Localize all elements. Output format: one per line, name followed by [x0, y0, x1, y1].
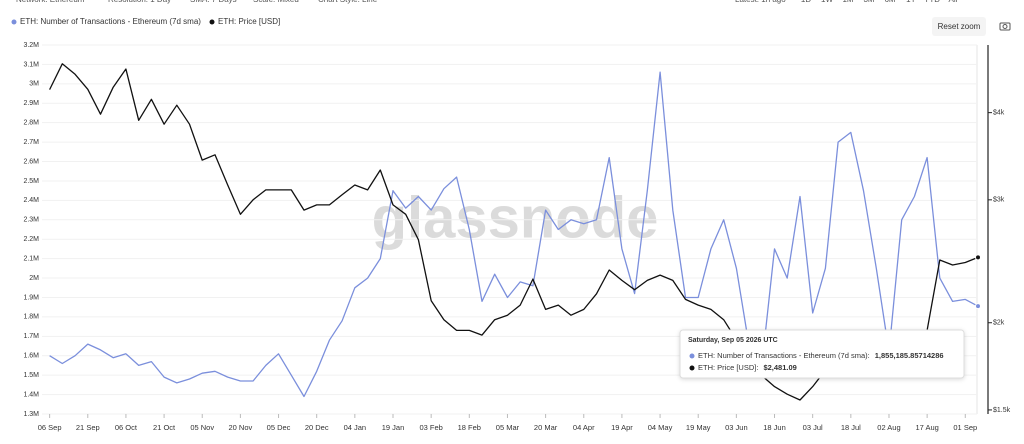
- x-tick-label: 18 Feb: [458, 423, 481, 432]
- range-button[interactable]: 1W: [821, 0, 833, 4]
- legend-marker: [11, 19, 17, 25]
- y-tick-label: 2.9M: [23, 100, 39, 107]
- toolbar-item[interactable]: Resolution: 1 Day: [108, 0, 171, 4]
- hover-dot: [975, 303, 981, 310]
- tooltip-marker: [689, 365, 695, 371]
- y-tick-label: 1.5M: [23, 372, 39, 379]
- x-tick-label: 17 Aug: [915, 423, 938, 432]
- y-tick-label: 3.1M: [23, 61, 39, 68]
- y-tick-label: 1.7M: [23, 333, 39, 340]
- range-button[interactable]: 6M: [884, 0, 895, 4]
- x-tick-label: 04 Apr: [573, 423, 595, 432]
- y2-tick-label: $3k: [993, 197, 1005, 204]
- x-tick-label: 21 Oct: [153, 423, 176, 432]
- y-tick-label: 2.1M: [23, 255, 39, 262]
- range-button[interactable]: 1Y: [906, 0, 916, 4]
- y-tick-label: 2.6M: [23, 158, 39, 165]
- tooltip-name: ETH: Number of Transactions - Ethereum (…: [698, 351, 870, 360]
- reset-zoom-label[interactable]: Reset zoom: [938, 22, 981, 31]
- tooltip-value: 1,855,185.85714286: [875, 351, 944, 360]
- series-line: [49, 71, 979, 398]
- hover-dot: [975, 254, 981, 261]
- x-tick-label: 05 Mar: [496, 423, 520, 432]
- toolbar-item[interactable]: Scale: Mixed: [253, 0, 299, 4]
- x-tick-label: 19 Jan: [382, 423, 405, 432]
- y-tick-label: 1.3M: [23, 411, 39, 418]
- camera-lens[interactable]: [1002, 24, 1008, 29]
- legend-label[interactable]: ETH: Number of Transactions - Ethereum (…: [20, 17, 201, 26]
- x-tick-label: 05 Dec: [267, 423, 291, 432]
- x-tick-label: 20 Mar: [534, 423, 558, 432]
- x-tick-label: 01 Sep: [953, 423, 977, 432]
- x-tick-label: 03 Jul: [803, 423, 823, 432]
- x-tick-label: 18 Jun: [763, 423, 786, 432]
- x-tick-label: 03 Jun: [725, 423, 748, 432]
- reset-zoom-bg[interactable]: [932, 17, 986, 36]
- watermark: glassnode: [372, 185, 659, 250]
- x-tick-label: 18 Jul: [841, 423, 861, 432]
- y-tick-label: 2.4M: [23, 197, 39, 204]
- x-tick-label: 20 Dec: [305, 423, 329, 432]
- y-tick-label: 3.2M: [23, 42, 39, 49]
- range-button[interactable]: All: [949, 0, 958, 4]
- legend-marker: [209, 19, 215, 25]
- legend-label[interactable]: ETH: Price [USD]: [218, 17, 280, 26]
- tooltip: Saturday, Sep 05 2026 UTC ETH: Number of …: [679, 329, 965, 379]
- y-tick-label: 1.8M: [23, 314, 39, 321]
- tooltip-name: ETH: Price [USD]:: [698, 363, 758, 372]
- y-tick-label: 2M: [29, 275, 39, 282]
- range-button[interactable]: YTD: [924, 0, 940, 4]
- y-tick-label: 2.3M: [23, 217, 39, 224]
- x-tick-label: 02 Aug: [877, 423, 900, 432]
- x-tick-label: 06 Sep: [38, 423, 62, 432]
- y2-tick-label: $4k: [993, 109, 1005, 116]
- tooltip-marker: [689, 353, 695, 359]
- x-tick-label: 21 Sep: [76, 423, 100, 432]
- y-tick-label: 1.4M: [23, 391, 39, 398]
- camera-body[interactable]: [999, 22, 1011, 31]
- x-tick-label: 20 Nov: [229, 423, 253, 432]
- y-tick-label: 2.7M: [23, 139, 39, 146]
- x-tick-label: 04 May: [648, 423, 673, 432]
- y-tick-label: 3M: [29, 81, 39, 88]
- x-tick-label: 05 Nov: [190, 423, 214, 432]
- tooltip-box: [679, 329, 965, 379]
- x-tick-label: 19 May: [686, 423, 711, 432]
- toolbar-item[interactable]: SMA: 7 Days: [190, 0, 237, 4]
- x-tick-label: 06 Oct: [115, 423, 138, 432]
- x-tick-label: 03 Feb: [419, 423, 442, 432]
- x-tick-label: 04 Jan: [344, 423, 367, 432]
- y2-tick-label: $2k: [993, 320, 1005, 327]
- y-tick-label: 2.8M: [23, 120, 39, 127]
- y-tick-label: 1.9M: [23, 294, 39, 301]
- y-tick-label: 2.2M: [23, 236, 39, 243]
- reset-zoom-button[interactable]: Reset zoom: [932, 17, 986, 36]
- range-button[interactable]: 1D: [801, 0, 811, 4]
- x-tick-label: 19 Apr: [611, 423, 633, 432]
- range-button[interactable]: 3M: [863, 0, 874, 4]
- toolbar-item[interactable]: Network: Ethereum: [16, 0, 85, 4]
- y2-tick-label: $1.5k: [993, 407, 1011, 414]
- tooltip-value: $2,481.09: [763, 363, 796, 372]
- tooltip-title: Saturday, Sep 05 2026 UTC: [688, 337, 778, 344]
- camera-icon[interactable]: [999, 22, 1011, 31]
- y-tick-label: 1.6M: [23, 353, 39, 360]
- latest-label: Latest: 1h ago: [735, 0, 786, 4]
- toolbar-item[interactable]: Chart Style: Line: [318, 0, 378, 4]
- y-tick-label: 2.5M: [23, 178, 39, 185]
- range-button[interactable]: 1M: [842, 0, 853, 4]
